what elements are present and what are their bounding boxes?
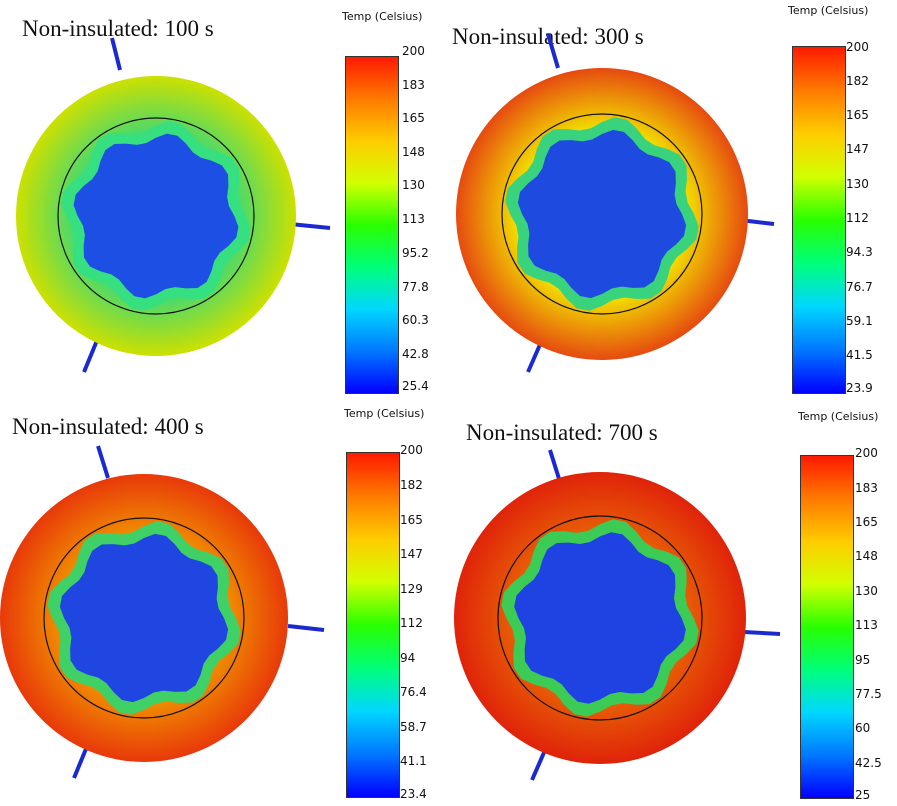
- thermocouple-pin: [548, 449, 562, 483]
- scale-tick: 42.5: [855, 756, 882, 770]
- thermocouple-pin: [546, 33, 560, 69]
- scale-tick: 148: [402, 145, 425, 159]
- scale-tick: 130: [846, 177, 869, 191]
- scale-tick: 200: [402, 44, 425, 58]
- scale-tick: 183: [402, 78, 425, 92]
- scale-tick: 113: [855, 618, 878, 632]
- scale-tick: 77.8: [402, 280, 429, 294]
- scale-tick: 25: [855, 788, 871, 802]
- panel-title: Non-insulated: 400 s: [12, 414, 204, 439]
- thermocouple-pin: [96, 445, 110, 479]
- scale-tick: 130: [402, 178, 425, 192]
- scale-tick: 23.9: [846, 381, 873, 395]
- color-scale-bar: [346, 452, 400, 798]
- scale-tick: 200: [855, 446, 878, 460]
- scale-tick: 112: [400, 616, 423, 630]
- scale-tick: 165: [400, 513, 423, 527]
- temperature-disc: [454, 449, 781, 781]
- panel-title: Non-insulated: 100 s: [22, 16, 214, 41]
- inner-boundary-circle: [57, 117, 255, 315]
- cold-core: [517, 129, 687, 299]
- scale-tick: 165: [402, 111, 425, 125]
- scale-tick: 200: [846, 40, 869, 54]
- legend-unit-label: Temp (Celsius): [342, 10, 423, 23]
- scale-tick: 147: [400, 547, 423, 561]
- thermocouple-pin: [743, 630, 781, 636]
- scale-tick: 94.3: [846, 245, 873, 259]
- scale-tick: 25.4: [402, 379, 429, 393]
- thermocouple-pin: [289, 222, 331, 230]
- scale-tick: 113: [402, 212, 425, 226]
- scale-tick: 59.1: [846, 314, 873, 328]
- scale-tick: 95.2: [402, 246, 429, 260]
- cold-core: [73, 133, 239, 299]
- legend-unit-label: Temp (Celsius): [344, 407, 425, 420]
- thermocouple-pin: [110, 37, 122, 71]
- thermocouple-pin: [72, 743, 90, 779]
- scale-tick: 147: [846, 142, 869, 156]
- temperature-disc: [0, 445, 325, 779]
- scale-tick: 58.7: [400, 720, 427, 734]
- scale-tick: 165: [846, 108, 869, 122]
- scale-tick: 182: [846, 74, 869, 88]
- scale-tick: 60.3: [402, 313, 429, 327]
- scale-tick: 94: [400, 651, 416, 665]
- color-scale-bar: [792, 46, 846, 394]
- inner-boundary-circle: [501, 113, 703, 315]
- scale-tick: 148: [855, 549, 878, 563]
- scale-tick: 41.5: [846, 348, 873, 362]
- thermocouple-pin: [82, 337, 100, 373]
- inner-boundary-circle: [497, 515, 703, 721]
- thermocouple-pin: [530, 747, 548, 781]
- scale-tick: 41.1: [400, 754, 427, 768]
- inner-boundary-circle: [43, 517, 245, 719]
- temperature-disc: [16, 37, 331, 373]
- scale-tick: 60: [855, 721, 871, 735]
- scale-tick: 129: [400, 582, 423, 596]
- scale-tick: 112: [846, 211, 869, 225]
- scale-tick: 77.5: [855, 687, 882, 701]
- scale-tick: 130: [855, 584, 878, 598]
- scale-tick: 95: [855, 653, 871, 667]
- scale-tick: 183: [855, 481, 878, 495]
- panel-title: Non-insulated: 700 s: [466, 420, 658, 445]
- legend-unit-label: Temp (Celsius): [798, 410, 879, 423]
- color-scale-bar: [345, 56, 399, 394]
- cold-core: [514, 532, 686, 704]
- scale-tick: 76.4: [400, 685, 427, 699]
- color-scale-bar: [800, 455, 854, 799]
- scale-tick: 165: [855, 515, 878, 529]
- scale-tick: 42.8: [402, 347, 429, 361]
- scale-tick: 182: [400, 478, 423, 492]
- scale-tick: 200: [400, 443, 423, 457]
- temperature-disc: [456, 33, 775, 373]
- cold-core: [59, 533, 229, 703]
- scale-tick: 23.4: [400, 787, 427, 801]
- scale-tick: 76.7: [846, 280, 873, 294]
- legend-unit-label: Temp (Celsius): [788, 4, 869, 17]
- thermocouple-pin: [287, 624, 325, 632]
